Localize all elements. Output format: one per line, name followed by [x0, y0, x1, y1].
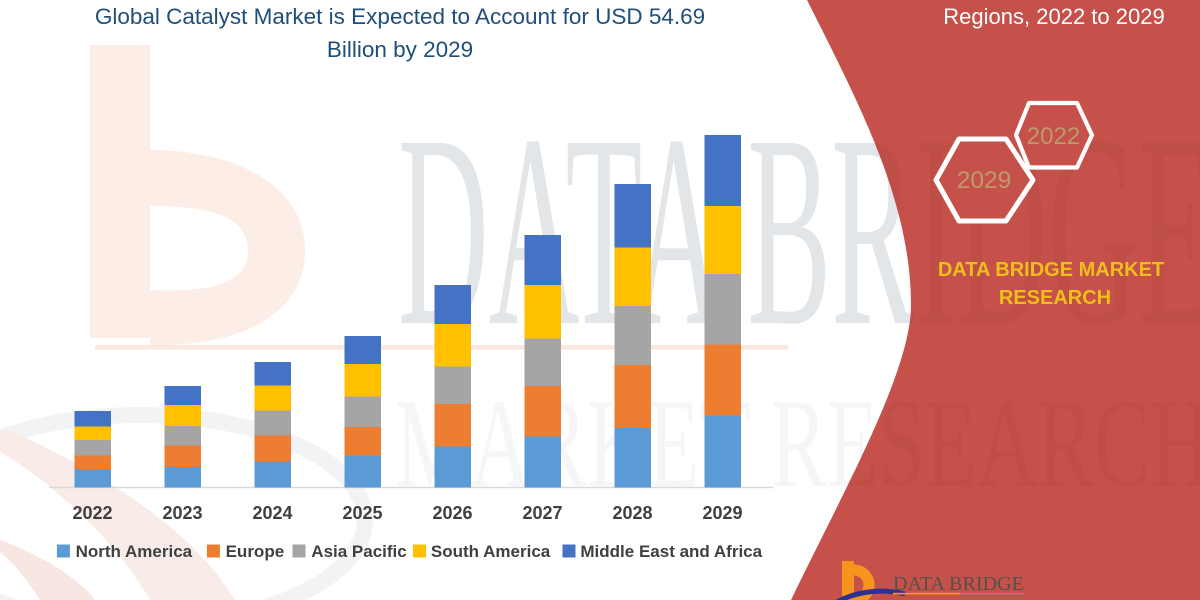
svg-text:Europe: Europe: [226, 542, 285, 561]
svg-text:2023: 2023: [162, 503, 202, 523]
svg-text:DATA BRIDGE MARKET: DATA BRIDGE MARKET: [938, 259, 1164, 281]
svg-text:Regions, 2022 to 2029: Regions, 2022 to 2029: [943, 4, 1164, 29]
svg-text:2026: 2026: [432, 503, 472, 523]
svg-text:2029: 2029: [957, 167, 1012, 194]
svg-text:Global Catalyst Market is Expe: Global Catalyst Market is Expected to Ac…: [95, 4, 705, 29]
svg-text:RESEARCH: RESEARCH: [999, 287, 1111, 309]
svg-text:Billion by 2029: Billion by 2029: [327, 37, 473, 62]
svg-text:2022: 2022: [72, 503, 112, 523]
svg-text:2029: 2029: [702, 503, 742, 523]
svg-text:DATA BRIDGE: DATA BRIDGE: [893, 573, 1024, 595]
svg-text:2028: 2028: [612, 503, 652, 523]
svg-text:2025: 2025: [342, 503, 382, 523]
svg-text:Asia Pacific: Asia Pacific: [311, 542, 406, 561]
svg-text:2024: 2024: [252, 503, 292, 523]
svg-text:Middle East and Africa: Middle East and Africa: [580, 542, 762, 561]
svg-text:South America: South America: [431, 542, 551, 561]
svg-text:2022: 2022: [1027, 123, 1080, 150]
svg-text:North America: North America: [76, 542, 193, 561]
svg-text:2027: 2027: [522, 503, 562, 523]
